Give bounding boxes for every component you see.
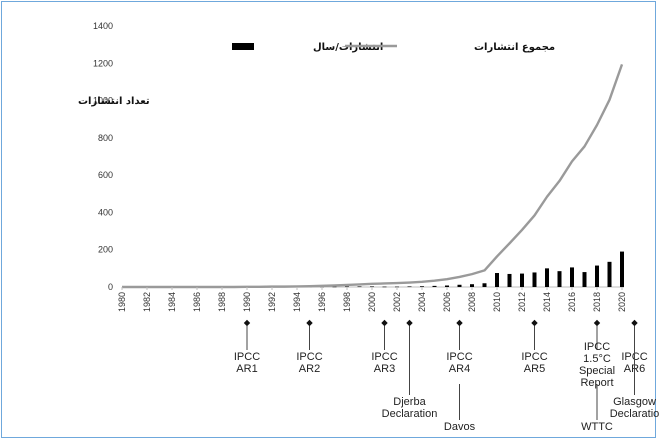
x-tick-label: 2014 xyxy=(542,292,552,312)
bar-2017 xyxy=(582,272,587,287)
bar-2001 xyxy=(382,286,387,288)
event-label: Glasgow xyxy=(613,396,656,408)
bar-2015 xyxy=(557,271,562,287)
x-tick-label: 2016 xyxy=(567,292,577,312)
event-marker xyxy=(381,319,388,327)
x-tick-label: 1980 xyxy=(117,292,127,312)
event-label: IPCC xyxy=(521,351,547,363)
event-marker xyxy=(306,319,313,327)
event-label: IPCC xyxy=(446,351,472,363)
event-label: Report xyxy=(580,377,613,389)
event-marker xyxy=(531,319,538,327)
x-tick-label: 1990 xyxy=(242,292,252,312)
x-tick-label: 2002 xyxy=(392,292,402,312)
x-tick-label: 2006 xyxy=(442,292,452,312)
event-label: IPCC xyxy=(371,351,397,363)
annual-publications-bars xyxy=(245,251,624,288)
x-tick-label: 1994 xyxy=(292,292,302,312)
x-tick-label: 1982 xyxy=(142,292,152,312)
x-axis: 1980 1982 1984 1986 1988 1990 1992 1994 1996 1998… xyxy=(117,287,627,312)
x-tick-label: 1992 xyxy=(267,292,277,312)
bar-2016 xyxy=(570,267,574,287)
event-marker xyxy=(631,319,638,327)
bar-2003 xyxy=(407,286,412,288)
event-label: AR4 xyxy=(449,363,470,375)
bar-2010 xyxy=(495,273,499,287)
y-tick-label: 1000 xyxy=(93,96,113,106)
event-marker xyxy=(456,319,463,327)
event-label: Declaration xyxy=(382,408,438,420)
y-tick-label: 1200 xyxy=(93,58,113,68)
event-marker xyxy=(593,319,601,327)
bar-2007 xyxy=(457,284,462,287)
event-label: Declaratio xyxy=(610,408,659,420)
event-label: Djerba xyxy=(393,396,426,408)
x-tick-label: 1998 xyxy=(342,292,352,312)
event-label: Special xyxy=(579,365,615,377)
bar-2013 xyxy=(532,272,537,287)
y-tick-label: 600 xyxy=(98,170,113,180)
x-tick-label: 1988 xyxy=(217,292,227,312)
x-tick-label: 2010 xyxy=(492,292,502,312)
x-tick-label: 1996 xyxy=(317,292,327,312)
y-tick-label: 800 xyxy=(98,133,113,143)
event-label: AR5 xyxy=(524,363,545,375)
x-tick-label: 2020 xyxy=(617,292,627,312)
bar-2005 xyxy=(432,285,437,287)
y-axis: 0 200 400 600 800 1000 1200 1400 xyxy=(93,21,113,292)
bar-2008 xyxy=(470,284,474,287)
y-tick-label: 1400 xyxy=(93,21,113,31)
bar-2002 xyxy=(395,286,399,288)
bar-2014 xyxy=(545,268,549,287)
x-tick-label: 1984 xyxy=(167,292,177,312)
bar-2011 xyxy=(507,273,512,287)
bar-2019 xyxy=(607,261,612,287)
event-marker xyxy=(406,319,413,327)
x-tick-label: 2004 xyxy=(417,292,427,312)
bar-2006 xyxy=(445,285,449,287)
event-label: AR2 xyxy=(299,363,320,375)
event-label: IPCC xyxy=(296,351,322,363)
x-tick-label: 2000 xyxy=(367,292,377,312)
bar-2009 xyxy=(482,283,487,287)
event-label: AR1 xyxy=(236,363,257,375)
x-tick-label: 2012 xyxy=(517,292,527,312)
x-tick-label: 2018 xyxy=(592,292,602,312)
bar-2020 xyxy=(620,251,624,287)
y-tick-label: 400 xyxy=(98,207,113,217)
bar-2018 xyxy=(595,265,599,287)
legend: انتشارات/سال مجموع انتشارات xyxy=(232,42,555,53)
event-label: IPCC xyxy=(584,341,610,353)
legend-line-label: مجموع انتشارات xyxy=(474,42,555,53)
bar-1999 xyxy=(357,286,362,288)
y-axis-label: تعداد انتشارات xyxy=(78,96,150,107)
event-label: 1.5°C xyxy=(583,353,611,365)
y-tick-label: 0 xyxy=(108,282,113,292)
event-label: Davos xyxy=(444,421,476,433)
legend-bar-swatch xyxy=(232,43,254,50)
cumulative-publications-line xyxy=(122,64,624,289)
bar-2012 xyxy=(520,273,524,287)
event-label: IPCC xyxy=(234,351,260,363)
bar-2004 xyxy=(420,286,424,287)
legend-bar-label: انتشارات/سال xyxy=(313,42,383,53)
bar-1998 xyxy=(345,286,349,288)
x-tick-label: 1986 xyxy=(192,292,202,312)
bar-1997 xyxy=(332,286,337,288)
event-label: AR3 xyxy=(374,363,395,375)
event-label: WTTC xyxy=(581,421,613,433)
y-tick-label: 200 xyxy=(98,245,113,255)
event-annotations: IPCCAR1IPCCAR2IPCCAR3DjerbaDeclarationIP… xyxy=(234,319,659,433)
event-marker xyxy=(243,319,251,327)
bar-2000 xyxy=(370,286,374,288)
x-tick-label: 2008 xyxy=(467,292,477,312)
